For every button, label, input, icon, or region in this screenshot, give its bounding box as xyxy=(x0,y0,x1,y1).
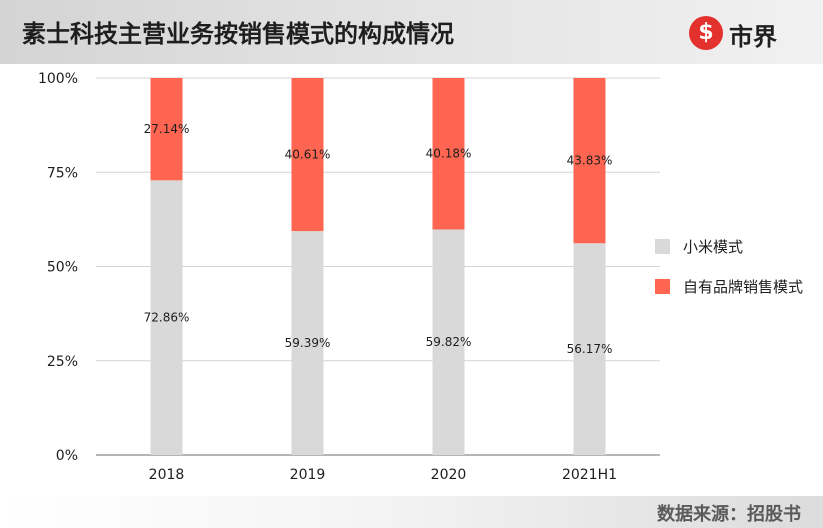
y-tick-label: 0% xyxy=(56,448,78,464)
x-tick-label: 2018 xyxy=(149,467,185,483)
data-label: 72.86% xyxy=(144,311,190,325)
x-tick-label: 2019 xyxy=(290,467,326,483)
legend-swatch-own-brand xyxy=(655,279,670,294)
data-source: 数据来源：招股书 xyxy=(657,504,801,525)
data-label: 40.61% xyxy=(285,148,331,162)
y-tick-label: 25% xyxy=(47,354,78,370)
dollar-logo-icon: $ xyxy=(689,16,723,50)
stacked-bar-chart: 0% 25% 50% 75% 100% 72.86% 27.14% 2018 59.39% 40.… xyxy=(38,71,660,483)
footer-bar: 数据来源：招股书 xyxy=(0,496,823,528)
data-label: 59.39% xyxy=(285,336,331,350)
logo-text: 市界 xyxy=(729,23,777,51)
bar-segment-own-brand xyxy=(432,78,465,230)
y-tick-label: 50% xyxy=(47,260,78,276)
data-label: 40.18% xyxy=(426,147,472,161)
data-label: 56.17% xyxy=(567,342,613,356)
data-label: 27.14% xyxy=(144,122,190,136)
x-tick-label: 2020 xyxy=(431,467,467,483)
bar-segment-xiaomi xyxy=(432,229,465,455)
bar-segment-own-brand xyxy=(573,78,606,244)
bar-segment-own-brand xyxy=(291,78,324,232)
legend-swatch-xiaomi xyxy=(655,239,670,254)
bar-segment-xiaomi xyxy=(150,180,183,455)
data-label: 59.82% xyxy=(426,335,472,349)
legend-label-xiaomi: 小米模式 xyxy=(683,238,744,256)
x-tick-label: 2021H1 xyxy=(562,467,617,483)
bar-segment-xiaomi xyxy=(291,231,324,455)
y-tick-label: 100% xyxy=(38,71,78,87)
y-tick-label: 75% xyxy=(47,165,78,181)
page-title: 素士科技主营业务按销售模式的构成情况 xyxy=(22,20,454,48)
bar-segment-xiaomi xyxy=(573,243,606,455)
data-label: 43.83% xyxy=(567,154,613,168)
title-bar: 素士科技主营业务按销售模式的构成情况 $ 市界 xyxy=(0,0,823,64)
bar-segment-own-brand xyxy=(150,78,183,181)
legend-label-own-brand: 自有品牌销售模式 xyxy=(683,278,804,296)
